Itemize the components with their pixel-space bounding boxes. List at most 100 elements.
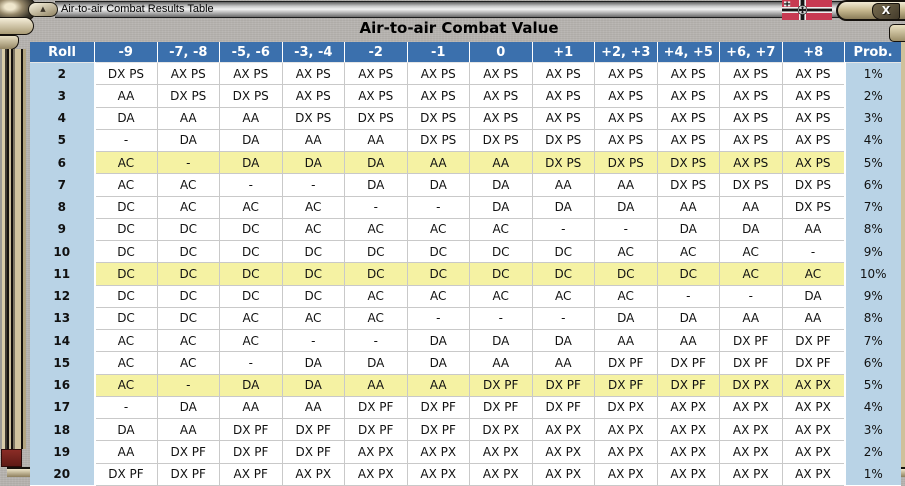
- result-cell: AX PX: [344, 463, 408, 486]
- result-cell: AX PF: [219, 463, 283, 486]
- roll-cell: 3: [30, 84, 95, 107]
- result-cell: AX PX: [657, 396, 720, 420]
- result-cell: AC: [594, 240, 658, 264]
- result-cell: AX PS: [782, 107, 845, 130]
- result-cell: DA: [407, 329, 470, 353]
- prob-cell: 9%: [843, 285, 901, 308]
- title-bar[interactable]: Air-to-air Combat Results Table: [55, 1, 847, 18]
- roll-cell: 20: [30, 463, 95, 486]
- result-cell: DX PF: [157, 463, 220, 486]
- table-row: 6 AC - DA DA DA AA AA DX PS DX PS DX PS AX PS AX PS 5…: [30, 151, 901, 175]
- table-row: 4 DA AA AA DX PS DX PS DX PS AX PS AX PS AX PS AX …: [30, 107, 901, 130]
- result-cell: DC: [532, 262, 595, 286]
- result-cell: DA: [407, 351, 470, 375]
- table-row: 14 AC AC AC - - DA DA DA AA AA DX PF DX PF 7%: [30, 329, 901, 353]
- result-cell: AX PX: [719, 463, 783, 486]
- right-frame-knob: [889, 24, 905, 42]
- result-cell: AC: [93, 151, 158, 175]
- result-cell: AX PS: [282, 84, 345, 108]
- result-cell: DA: [719, 218, 783, 242]
- result-cell: AX PX: [282, 463, 345, 486]
- result-cell: AX PS: [719, 129, 783, 153]
- table-row: 17- DA AA AA DX PF DX PF DX PF DX PF DX PX AX PX A…: [30, 396, 901, 420]
- result-cell: AX PS: [657, 107, 720, 130]
- result-cell: AC: [344, 307, 408, 331]
- result-cell: DX PX: [594, 396, 658, 420]
- result-cell: DX PS: [282, 107, 345, 130]
- result-cell: AA: [782, 218, 845, 242]
- roll-cell: 13: [30, 307, 95, 330]
- column-header: +6, +7: [719, 42, 783, 63]
- result-cell: DC: [93, 196, 158, 219]
- result-cell: AX PS: [719, 62, 783, 86]
- result-cell: AA: [594, 329, 658, 353]
- column-header: 0: [469, 42, 533, 63]
- result-cell: -: [782, 240, 845, 264]
- table-row: 13 DC DC AC AC AC - - - DA DA AA AA 8%: [30, 307, 901, 331]
- result-cell: AX PS: [282, 62, 345, 86]
- result-cell: -: [93, 396, 158, 420]
- result-cell: DX PS: [532, 151, 595, 175]
- result-cell: AX PS: [657, 62, 720, 86]
- result-cell: AC: [469, 218, 533, 242]
- result-cell: AC: [157, 173, 220, 197]
- result-cell: DX PS: [657, 151, 720, 175]
- result-cell: AX PS: [407, 62, 470, 86]
- roll-cell: 5: [30, 129, 95, 152]
- result-cell: DX PF: [344, 396, 408, 420]
- result-cell: AX PS: [782, 62, 845, 86]
- roll-cell: 2: [30, 62, 95, 85]
- result-cell: DC: [282, 240, 345, 264]
- result-cell: DA: [282, 151, 345, 175]
- result-cell: -: [157, 374, 220, 397]
- result-cell: AC: [657, 240, 720, 264]
- result-cell: AX PX: [782, 418, 845, 442]
- column-header: -2: [344, 42, 408, 63]
- collapse-button[interactable]: ▲: [28, 2, 58, 17]
- result-cell: DX PS: [93, 62, 158, 86]
- result-cell: DX PS: [782, 196, 845, 219]
- result-cell: AX PX: [407, 440, 470, 464]
- result-cell: AC: [407, 218, 470, 242]
- result-cell: DX PS: [532, 129, 595, 153]
- table-row: 16 AC - DA DA AA AA DX PF DX PF DX PF DX PF DX PX AX…: [30, 374, 901, 397]
- result-cell: AX PS: [719, 151, 783, 175]
- close-button-capsule: X: [836, 0, 905, 21]
- table-row: 19 AA DX PF DX PF DX PF AX PX AX PX AX PX AX PX A…: [30, 440, 901, 464]
- result-cell: AA: [282, 129, 345, 153]
- result-cell: DX PS: [157, 84, 220, 108]
- result-cell: AX PS: [344, 84, 408, 108]
- result-cell: DX PF: [719, 351, 783, 375]
- table-row: 12 DC DC DC DC AC AC AC AC AC - - DA 9%: [30, 285, 901, 308]
- window-title: Air-to-air Combat Results Table: [61, 3, 214, 15]
- result-cell: AX PS: [657, 84, 720, 108]
- result-cell: AX PX: [657, 463, 720, 486]
- result-cell: DC: [157, 262, 220, 286]
- result-cell: AX PS: [469, 107, 533, 130]
- result-cell: AA: [344, 129, 408, 153]
- result-cell: DX PF: [407, 396, 470, 420]
- result-cell: AX PX: [344, 440, 408, 464]
- close-button[interactable]: X: [872, 3, 900, 20]
- result-cell: -: [344, 196, 408, 219]
- result-cell: DX PS: [719, 173, 783, 197]
- result-cell: DA: [469, 329, 533, 353]
- result-cell: DX PS: [407, 129, 470, 153]
- left-frame: [0, 49, 26, 449]
- result-cell: -: [219, 173, 283, 197]
- result-cell: AC: [719, 240, 783, 264]
- roll-cell: 17: [30, 396, 95, 419]
- prob-cell: 4%: [843, 129, 901, 152]
- result-cell: -: [219, 351, 283, 375]
- result-cell: DA: [344, 151, 408, 175]
- result-cell: AX PX: [719, 418, 783, 442]
- result-cell: DX PF: [657, 374, 720, 397]
- result-cell: AA: [157, 418, 220, 442]
- roll-cell: 9: [30, 218, 95, 241]
- table-row: 9 DC DC DC AC AC AC AC - - DA DA AA 8%: [30, 218, 901, 242]
- result-cell: DA: [532, 196, 595, 219]
- prob-cell: 3%: [843, 107, 901, 130]
- result-cell: -: [407, 196, 470, 219]
- result-cell: DA: [657, 307, 720, 331]
